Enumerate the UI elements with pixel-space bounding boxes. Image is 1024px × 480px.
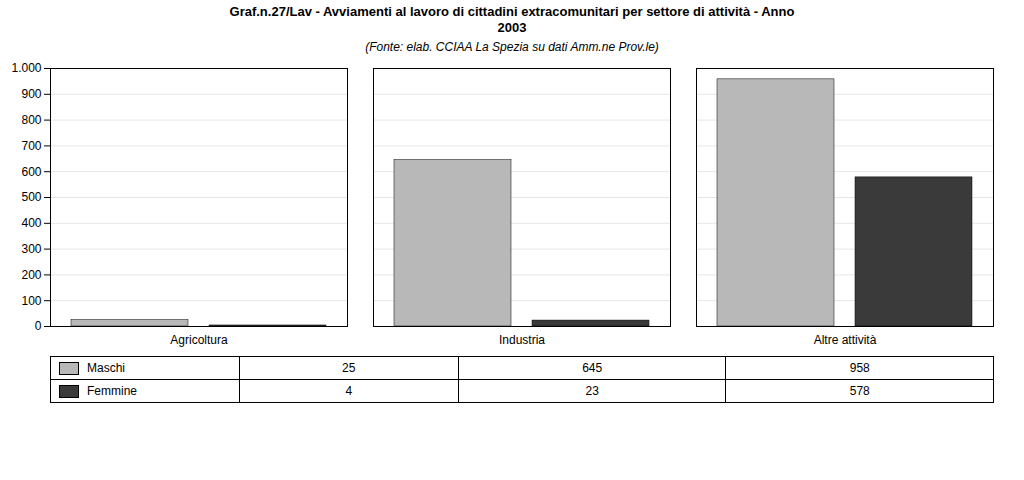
html-text:958: 958 [849,360,870,375]
html-text:Femmine: Femmine [87,383,137,398]
html-text:(Fonte: elab. CCIAA La Spezia: (Fonte: elab. CCIAA La Spezia su dati Am… [365,39,659,54]
html-text:645: 645 [582,360,603,375]
svg-text:0: 0 [35,319,42,333]
svg-text:800: 800 [21,112,41,126]
svg-text:400: 400 [21,216,41,230]
svg-text:200: 200 [21,267,41,281]
svg-text:500: 500 [21,190,41,204]
html-text:578: 578 [849,384,870,398]
svg-text:Agricoltura: Agricoltura [170,333,228,347]
html-text:25: 25 [342,360,356,375]
html-text:4: 4 [345,384,353,398]
svg-text:600: 600 [21,164,41,178]
svg-text:900: 900 [21,87,41,101]
svg-text:300: 300 [21,241,41,255]
svg-text:700: 700 [21,138,41,152]
svg-text:Altre attività: Altre attività [814,333,877,347]
html-text:Graf.n.27/Lav - Avviamenti al: Graf.n.27/Lav - Avviamenti al lavoro di … [229,4,795,36]
html-text:Maschi: Maschi [87,360,125,375]
html-text:23: 23 [585,384,599,398]
svg-text:1.000: 1.000 [11,61,41,75]
svg-text:100: 100 [21,293,41,307]
svg-text:Industria: Industria [499,333,545,347]
